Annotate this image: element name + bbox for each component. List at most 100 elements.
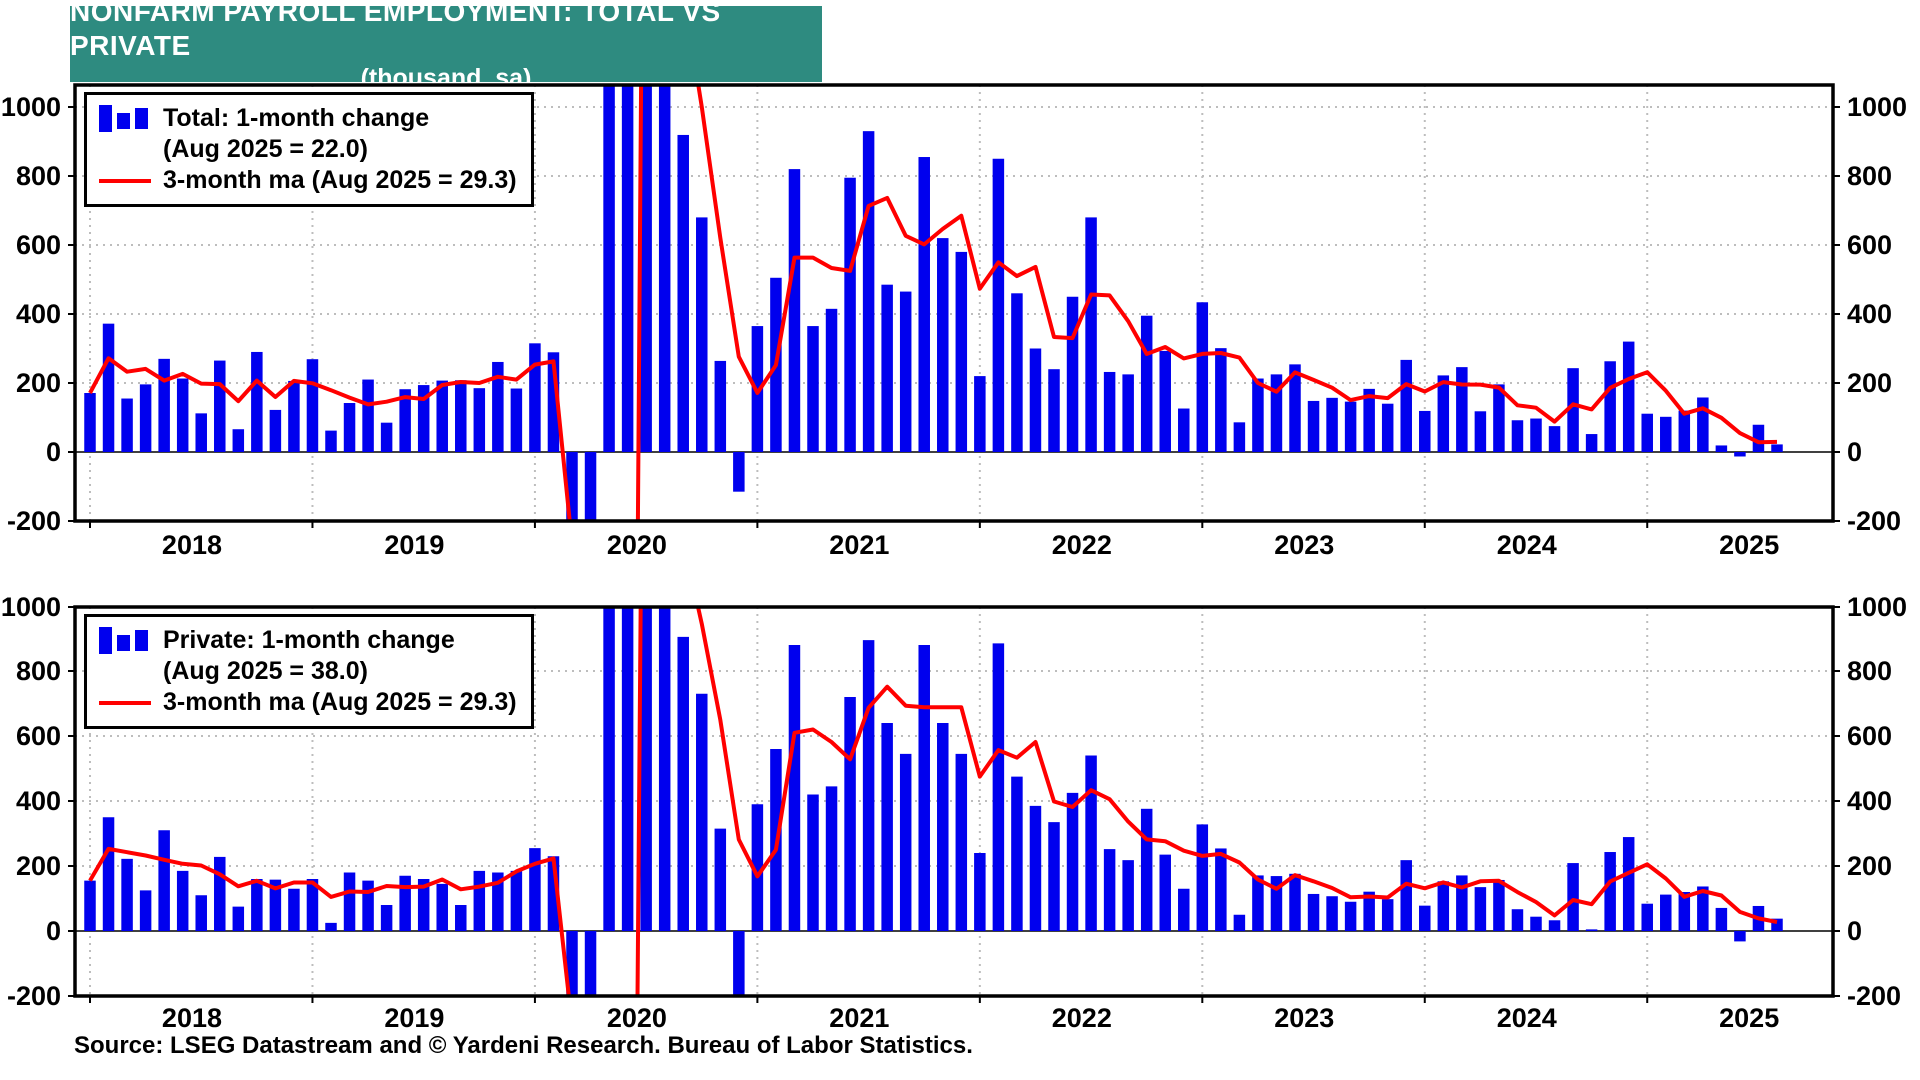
bar — [176, 378, 189, 452]
bar — [1066, 296, 1079, 452]
bar — [603, 85, 615, 452]
bar — [1252, 378, 1264, 452]
y-axis-label-right: 200 — [1847, 851, 1892, 881]
bar — [288, 888, 300, 931]
legend-total-bars-label: Total: 1-month change — [163, 104, 430, 132]
bar — [1530, 916, 1542, 931]
bar — [251, 351, 263, 452]
bar — [1381, 403, 1394, 452]
bar — [547, 352, 560, 452]
y-axis-label-left: -200 — [7, 506, 61, 536]
year-label: 2022 — [1052, 530, 1112, 560]
bar — [1029, 805, 1042, 931]
bar — [473, 388, 486, 452]
bar — [992, 158, 1005, 452]
bar — [1771, 918, 1783, 931]
bar — [1159, 350, 1171, 452]
bar — [1604, 852, 1616, 931]
bar — [1363, 891, 1375, 931]
bar — [788, 645, 801, 931]
y-axis-label-left: 200 — [16, 368, 61, 398]
bar — [436, 380, 448, 452]
bar — [232, 906, 245, 931]
bar — [955, 251, 968, 452]
bar — [84, 393, 96, 452]
bar — [269, 409, 282, 452]
bar — [899, 753, 912, 931]
year-label: 2023 — [1274, 530, 1334, 560]
bar — [1660, 416, 1672, 452]
bar — [1604, 361, 1616, 452]
bar — [1530, 418, 1542, 452]
bar — [1011, 293, 1023, 452]
bar — [1437, 881, 1450, 931]
year-label: 2020 — [607, 1003, 667, 1033]
bar — [1178, 408, 1190, 452]
bar — [1641, 413, 1653, 452]
bar — [362, 880, 374, 931]
y-axis-label-right: 800 — [1847, 656, 1892, 686]
bar — [1215, 348, 1227, 452]
bar — [232, 429, 245, 452]
bar — [1215, 848, 1227, 931]
legend-total: Total: 1-month change (Aug 2025 = 22.0) … — [84, 92, 534, 207]
private-ma-line — [88, 607, 1778, 996]
bar — [1344, 401, 1357, 452]
bar — [1289, 873, 1301, 931]
bar — [510, 870, 523, 931]
bar — [1326, 397, 1338, 452]
bar — [139, 890, 152, 931]
bar — [325, 922, 337, 931]
y-axis-label-left: 400 — [16, 786, 61, 816]
private-bars — [84, 607, 1783, 996]
bar — [306, 359, 319, 452]
year-label: 2025 — [1719, 530, 1779, 560]
bar — [399, 875, 411, 931]
bar — [1085, 755, 1097, 931]
bar — [1400, 359, 1412, 452]
bar — [529, 848, 541, 931]
y-axis-label-right: 400 — [1847, 299, 1892, 329]
bar — [325, 430, 337, 452]
bar — [158, 358, 170, 452]
bar — [1233, 914, 1246, 931]
bar — [547, 856, 560, 931]
bar — [1548, 920, 1561, 931]
y-axis-label-left: 800 — [16, 161, 61, 191]
red-line-swatch-icon — [99, 700, 151, 705]
bar — [1567, 863, 1579, 931]
y-axis-label-right: 0 — [1847, 437, 1862, 467]
bar — [417, 879, 430, 931]
bar — [1066, 792, 1079, 931]
bar — [1048, 369, 1060, 452]
bar — [510, 388, 523, 452]
year-label: 2019 — [384, 530, 444, 560]
bar — [918, 645, 930, 931]
bar — [1233, 422, 1246, 452]
bar — [1048, 822, 1060, 931]
bar — [399, 389, 411, 452]
bar — [1270, 374, 1283, 452]
bar — [288, 380, 300, 452]
bar — [844, 697, 856, 931]
bar — [1660, 894, 1672, 931]
bar — [158, 830, 170, 931]
year-label: 2021 — [829, 1003, 889, 1033]
year-label: 2023 — [1274, 1003, 1334, 1033]
bar — [696, 217, 708, 452]
bar — [1122, 860, 1134, 931]
bar — [881, 284, 893, 452]
bar — [455, 380, 467, 452]
bar — [492, 872, 504, 931]
bar — [1456, 875, 1468, 931]
bar — [1289, 364, 1301, 452]
bar — [1678, 892, 1691, 931]
bar — [1307, 893, 1320, 931]
bar — [714, 828, 727, 931]
year-label: 2025 — [1719, 1003, 1779, 1033]
bar — [1196, 302, 1209, 452]
bar — [473, 870, 486, 931]
